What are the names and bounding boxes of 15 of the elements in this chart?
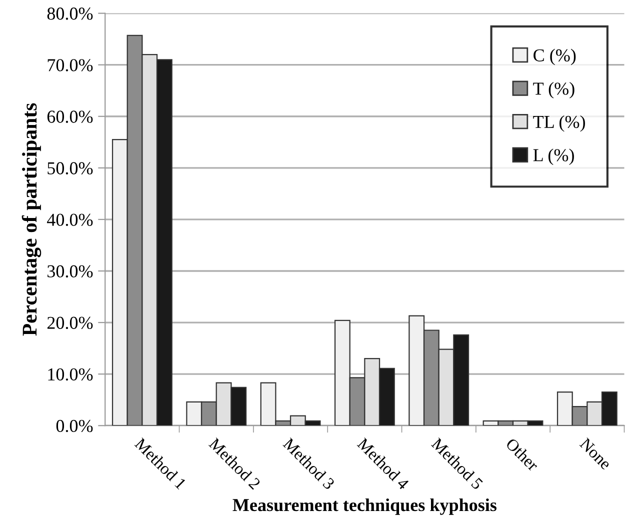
legend-label: T (%): [533, 82, 574, 98]
y-tick-label: 30.0%: [48, 265, 93, 278]
y-tick-label: 60.0%: [47, 110, 93, 123]
y-tick-label: 40.0%: [47, 214, 93, 226]
y-tick-label: 80.0%: [47, 8, 93, 20]
y-axis-title: Percentage of participants: [22, 103, 42, 336]
legend-label: L (%): [533, 148, 574, 165]
x-axis-title: Measurement techniques kyphosis: [232, 498, 496, 515]
legend-label: TL (%): [533, 115, 585, 132]
legend-label: C (%): [534, 48, 576, 66]
y-tick-label: 10.0%: [48, 368, 93, 381]
y-tick-label: 20.0%: [47, 316, 93, 330]
y-tick-label: 50.0%: [48, 162, 93, 174]
y-tick-label: 0.0%: [56, 420, 93, 432]
y-tick-label: 70.0%: [48, 59, 93, 72]
